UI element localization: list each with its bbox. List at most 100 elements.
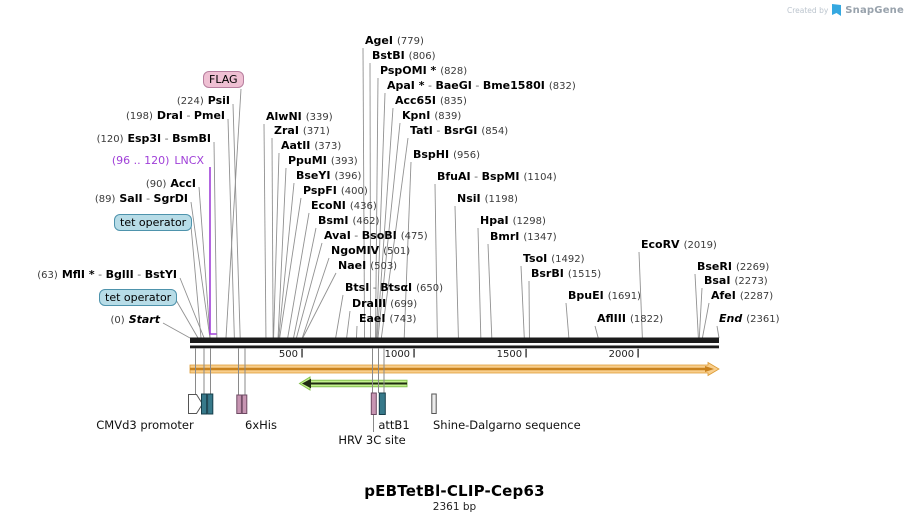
site-label-End: End (2361) — [719, 312, 780, 325]
site-label-EcoRV: EcoRV (2019) — [641, 238, 717, 251]
lncx-name: LNCX — [174, 154, 204, 167]
ruler-number-1000: 1000 — [384, 349, 411, 360]
site-label-BsrBI: BsrBI (1515) — [531, 267, 602, 280]
leader-line-NaeI — [302, 272, 337, 339]
hrv3c-box — [370, 392, 377, 415]
tet-operator-badge-1: tet operator — [114, 214, 193, 231]
lncx-range-bracket — [209, 167, 217, 335]
ruler-number-2000: 2000 — [608, 349, 635, 360]
leader-line-AfeI — [701, 302, 710, 339]
site-label-Start: (0) Start — [110, 313, 160, 326]
leader-line-AccI — [198, 186, 211, 339]
site-label-PspOMI-: PspOMI * (828) — [380, 64, 468, 77]
ruler-ticks — [301, 348, 639, 358]
site-label-TatI-BsrGI: TatI - BsrGI (854) — [410, 124, 509, 137]
leader-line-AvaI-BsoBI — [295, 242, 323, 339]
lncx-range: (96 .. 120) — [111, 154, 170, 167]
leader-line-BpuEI — [565, 302, 570, 339]
leader-line-PspOMI- — [375, 77, 379, 339]
leader-line-HpaI — [477, 227, 482, 339]
promoter-box-2 — [207, 393, 214, 415]
leader-line-BtsI-Bts-I — [335, 294, 344, 339]
created-by-text: Created by — [787, 5, 829, 15]
site-label-ApaI-BaeGI-Bme1580I: ApaI * - BaeGI - Bme1580I (832) — [387, 79, 576, 92]
promoter-arrow-box — [188, 394, 204, 414]
leader-line-EaeI — [356, 325, 358, 339]
site-label-BpuEI: BpuEI (1691) — [568, 289, 641, 302]
leader-line-DraIII — [346, 310, 351, 339]
his6-box-1 — [236, 394, 242, 414]
tet-operator-2-leader-line — [175, 299, 199, 339]
leader-line-BstBI — [369, 62, 372, 339]
site-label-ZraI: ZraI (371) — [274, 124, 330, 137]
snapgene-brand-text: SnapGene — [845, 4, 904, 16]
flag-badge: FLAG — [203, 71, 244, 88]
site-label-BstBI: BstBI (806) — [372, 49, 436, 62]
site-label-TsoI: TsoI (1492) — [523, 252, 585, 265]
leader-line-AflIII — [594, 325, 599, 339]
plasmid-title: pEBTetBl-CLIP-Cep63 — [364, 482, 545, 500]
leader-line-Esp3I-BsmBI — [213, 141, 218, 339]
leader-line-PpuMI — [277, 167, 287, 339]
site-label-Esp3I-BsmBI: (120) Esp3I - BsmBI — [96, 132, 211, 145]
leader-line-BfuAI-BspMI — [434, 183, 438, 339]
attb1-label: attB1 — [378, 418, 410, 432]
site-label-AccI: (90) AccI — [145, 177, 196, 190]
ruler-number-500: 500 — [278, 349, 299, 360]
watermark: Created by SnapGene — [787, 4, 904, 16]
feature-connector-lines — [195, 348, 385, 432]
leader-line-PspFI — [279, 197, 302, 339]
site-label-PpuMI: PpuMI (393) — [288, 154, 358, 167]
leader-line-BseRI — [694, 273, 699, 339]
his6-label: 6xHis — [245, 418, 277, 432]
leader-line-EcoNI — [287, 212, 310, 339]
leader-line-ApaI-BaeGI-Bme1580I — [375, 92, 386, 339]
site-label-BspHI: BspHI (956) — [413, 148, 480, 161]
leader-line-TatI-BsrGI — [380, 137, 409, 339]
shine-dalgarno-label: Shine-Dalgarno sequence — [433, 418, 581, 432]
site-label-NsiI: NsiI (1198) — [457, 192, 518, 205]
leader-line-BseYI — [278, 182, 295, 339]
site-label-AflIII: AflIII (1822) — [597, 312, 664, 325]
site-label-BseRI: BseRI (2269) — [697, 260, 770, 273]
leader-line-AlwNI — [263, 123, 267, 339]
flag-leader-line — [225, 88, 242, 339]
site-label-AgeI: AgeI (779) — [365, 34, 424, 47]
site-label-AatII: AatII (373) — [281, 139, 342, 152]
site-label-AlwNI: AlwNI (339) — [266, 110, 333, 123]
site-label-BsaI: BsaI (2273) — [704, 274, 768, 287]
leader-line-ZraI — [271, 137, 274, 339]
site-label-PspFI: PspFI (400) — [303, 184, 368, 197]
leader-line-NsiI — [454, 205, 459, 339]
promoter-label: CMVd3 promoter — [96, 418, 194, 432]
hrv3c-label: HRV 3C site — [338, 433, 406, 447]
site-label-BfuAI-BspMI: BfuAI - BspMI (1104) — [437, 170, 557, 183]
site-label-PsiI: (224) PsiI — [176, 94, 230, 107]
site-label-BsmI: BsmI (462) — [318, 214, 380, 227]
attb1-box — [378, 392, 386, 415]
site-label-AfeI: AfeI (2287) — [711, 289, 774, 302]
tet-operator-1-leader-line — [190, 225, 202, 339]
plasmid-length: 2361 bp — [432, 501, 477, 513]
leader-line-PsiI — [232, 103, 241, 339]
leader-line-BmrI — [487, 243, 493, 339]
backbone-bar-top — [190, 337, 719, 343]
leader-line-BspHI — [403, 161, 412, 339]
leader-line-EcoRV — [638, 251, 643, 339]
snapgene-logo-icon — [832, 4, 842, 16]
site-label-SalI-SgrDI: (89) SalI - SgrDI — [94, 192, 188, 205]
ruler-number-1500: 1500 — [496, 349, 523, 360]
leader-line-SalI-SgrDI — [190, 201, 211, 339]
backbone-bar-bottom — [190, 345, 719, 349]
site-label-DraI-PmeI: (198) DraI - PmeI — [125, 109, 225, 122]
site-label-BtsI-Bts-I: BtsI - BtsαI (650) — [345, 281, 443, 294]
leader-line-KpnI — [377, 122, 401, 339]
lncx-label: (96 .. 120) LNCX — [112, 153, 204, 169]
his6-box-2 — [241, 394, 248, 414]
leader-line-AatII — [273, 152, 280, 339]
leader-line-AgeI — [362, 47, 365, 339]
site-label-BseYI: BseYI (396) — [296, 169, 362, 182]
promoter-box-1 — [201, 393, 208, 415]
site-label-HpaI: HpaI (1298) — [480, 214, 546, 227]
